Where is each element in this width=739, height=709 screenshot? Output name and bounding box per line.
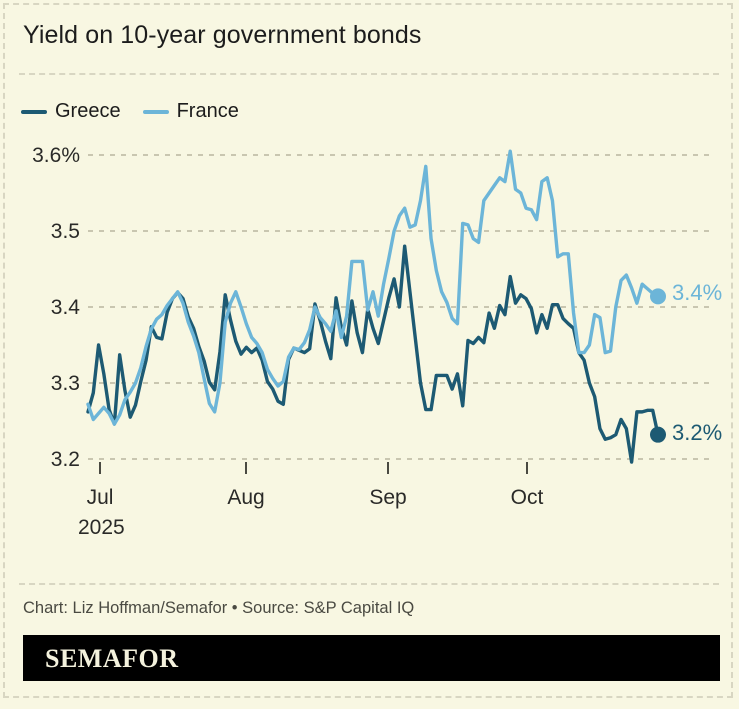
legend-swatch-france xyxy=(142,109,169,114)
chart-credit: Chart: Liz Hoffman/Semafor • Source: S&P… xyxy=(23,599,415,617)
legend-swatch-greece xyxy=(21,109,47,114)
chart-card: Yield on 10-year government bonds Greece… xyxy=(3,3,733,698)
legend-label-greece: Greece xyxy=(55,100,121,122)
footer-divider xyxy=(19,583,719,585)
semafor-logo-bar: SEMAFOR xyxy=(23,635,720,681)
semafor-logo-text: SEMAFOR xyxy=(45,644,179,673)
legend-item-greece: Greece xyxy=(21,100,121,123)
legend-label-france: France xyxy=(176,100,239,122)
header-divider xyxy=(19,73,719,75)
page-title: Yield on 10-year government bonds xyxy=(23,21,422,49)
legend-item-france: France xyxy=(142,100,239,123)
chart-legend: Greece France xyxy=(21,100,239,123)
